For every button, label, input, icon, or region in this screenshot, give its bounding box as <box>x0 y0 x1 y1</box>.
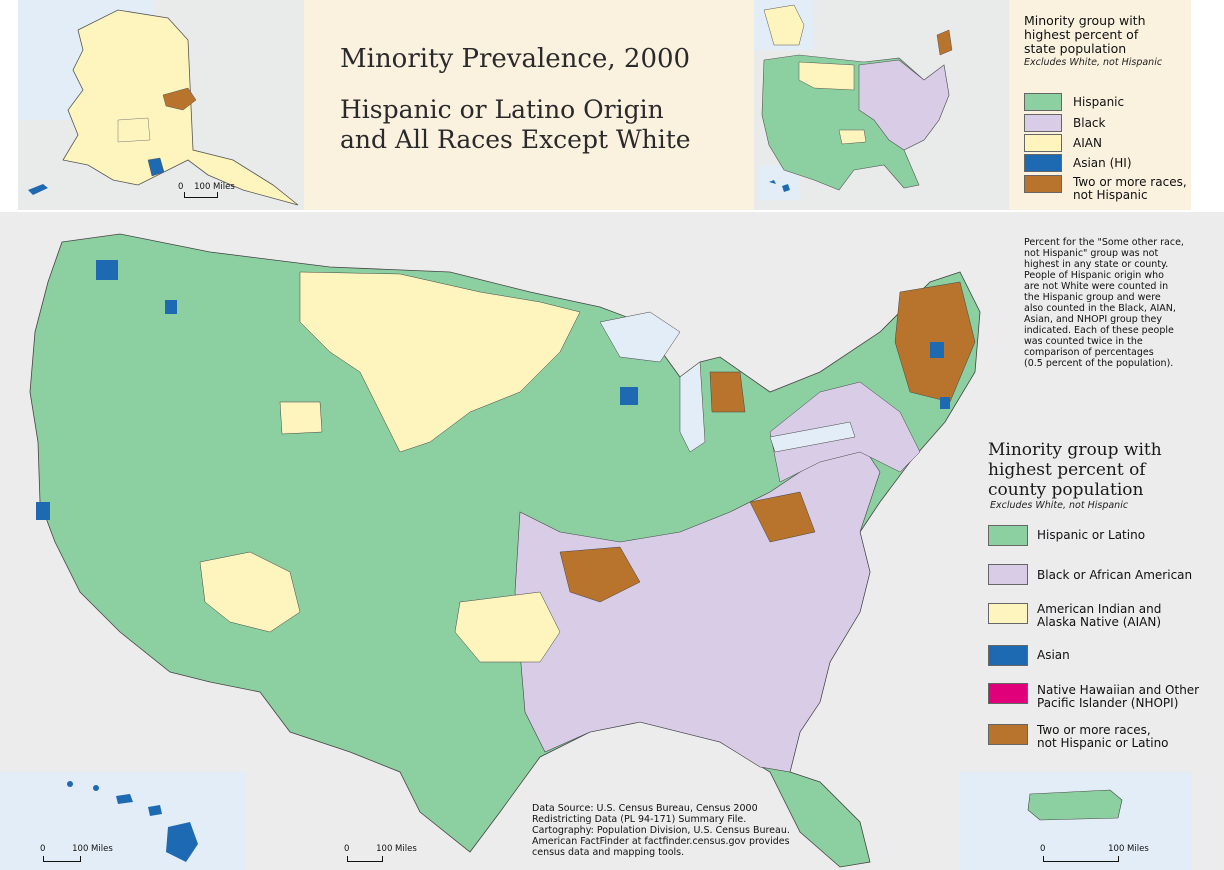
hawaii-inset: 0 100 Miles <box>18 772 246 870</box>
conus-map-panel <box>0 212 1224 870</box>
scale-label: 100 Miles <box>376 844 417 854</box>
methodology-note: Percent for the "Some other race, not Hi… <box>1024 237 1194 369</box>
scale-label: 100 Miles <box>1108 844 1149 854</box>
puerto-rico-map <box>1027 789 1123 821</box>
county-swatch-two-or-more <box>988 724 1028 745</box>
county-label-nhopi: Native Hawaiian and Other Pacific Island… <box>1037 684 1199 710</box>
county-legend-title-line-1: Minority group with <box>988 440 1162 460</box>
state-label-two-or-more-line-1: Two or more races, <box>1073 175 1187 189</box>
county-swatch-hispanic <box>988 525 1028 546</box>
state-map <box>754 0 953 200</box>
state-label-two-or-more-line-2: not Hispanic <box>1073 188 1148 202</box>
note-line: are not White were counted in <box>1024 281 1169 292</box>
note-line: was counted twice in the <box>1024 336 1143 347</box>
county-swatch-nhopi <box>988 683 1028 704</box>
county-legend-title: Minority group with highest percent of c… <box>988 440 1162 500</box>
state-overview-map <box>754 0 1009 210</box>
county-legend-title-line-3: county population <box>988 480 1144 500</box>
state-swatch-hispanic <box>1024 93 1062 111</box>
hawaii-map <box>67 781 198 862</box>
state-legend-title: Minority group with highest percent of s… <box>1024 14 1162 70</box>
puerto-rico-scale-bar: 0 100 Miles <box>1040 844 1149 862</box>
alaska-inset: 0 100 Miles <box>18 0 304 210</box>
county-label-hispanic: Hispanic or Latino <box>1037 528 1146 542</box>
note-line: Asian, and NHOPI group they <box>1024 314 1162 325</box>
state-label-hispanic: Hispanic <box>1073 95 1125 109</box>
source-line: Redistricting Data (PL 94-171) Summary F… <box>532 814 747 825</box>
map-subtitle: Hispanic or Latino Origin and All Races … <box>340 95 691 155</box>
note-line: (0.5 percent of the population). <box>1024 358 1174 369</box>
state-legend-title-line-1: Minority group with <box>1024 13 1146 28</box>
note-line: the Hispanic group and were <box>1024 292 1161 303</box>
scale-zero-label: 0 <box>40 844 46 854</box>
county-swatch-black <box>988 564 1028 585</box>
source-line: census data and mapping tools. <box>532 847 685 858</box>
county-label-two-or-more-line-2: not Hispanic or Latino <box>1037 736 1169 750</box>
note-line: comparison of percentages <box>1024 347 1154 358</box>
county-label-aian-line-1: American Indian and <box>1037 602 1162 616</box>
county-label-nhopi-line-1: Native Hawaiian and Other <box>1037 683 1200 697</box>
scale-label: 100 Miles <box>194 182 235 192</box>
county-legend-title-line-2: highest percent of <box>988 460 1146 480</box>
county-label-nhopi-line-2: Pacific Islander (NHOPI) <box>1037 696 1179 710</box>
source-line: Data Source: U.S. Census Bureau, Census … <box>532 803 758 814</box>
hawaii-scale-bar: 0 100 Miles <box>40 844 113 862</box>
state-legend-title-line-2: highest percent of <box>1024 27 1139 42</box>
state-swatch-asian <box>1024 154 1062 172</box>
note-line: indicated. Each of these people <box>1024 325 1174 336</box>
state-label-asian: Asian (HI) <box>1073 156 1132 170</box>
alaska-map <box>18 0 304 210</box>
state-legend-title-line-3: state population <box>1024 41 1127 56</box>
note-line: also counted in the Black, AIAN, <box>1024 303 1176 314</box>
source-line: Cartography: Population Division, U.S. C… <box>532 825 790 836</box>
note-line: highest in any state or county. <box>1024 259 1169 270</box>
county-label-asian: Asian <box>1037 648 1070 662</box>
data-source: Data Source: U.S. Census Bureau, Census … <box>532 803 790 858</box>
scale-zero-label: 0 <box>1040 844 1046 854</box>
state-swatch-black <box>1024 114 1062 132</box>
state-label-two-or-more: Two or more races, not Hispanic <box>1073 176 1187 202</box>
state-swatch-two-or-more <box>1024 175 1062 193</box>
state-label-black: Black <box>1073 116 1106 130</box>
county-label-two-or-more-line-1: Two or more races, <box>1037 723 1151 737</box>
county-legend-subtitle: Excludes White, not Hispanic <box>990 500 1129 511</box>
scale-zero-label: 0 <box>344 844 350 854</box>
source-line: American FactFinder at factfinder.census… <box>532 836 790 847</box>
state-legend-subtitle: Excludes White, not Hispanic <box>1024 57 1163 68</box>
map-title: Minority Prevalence, 2000 <box>340 44 691 74</box>
puerto-rico-inset: 0 100 Miles <box>960 772 1191 870</box>
county-label-aian-line-2: Alaska Native (AIAN) <box>1037 615 1162 629</box>
county-swatch-aian <box>988 603 1028 624</box>
conus-map <box>0 233 981 870</box>
county-label-aian: American Indian and Alaska Native (AIAN) <box>1037 603 1161 629</box>
county-label-black: Black or African American <box>1037 568 1193 582</box>
county-swatch-asian <box>988 645 1028 666</box>
subtitle-line-1: Hispanic or Latino Origin <box>340 95 664 124</box>
county-label-two-or-more: Two or more races, not Hispanic or Latin… <box>1037 724 1169 750</box>
note-line: People of Hispanic origin who <box>1024 270 1164 281</box>
scale-zero-label: 0 <box>178 182 184 192</box>
title-panel <box>304 0 754 210</box>
subtitle-line-2: and All Races Except White <box>340 125 691 154</box>
state-label-aian: AIAN <box>1073 136 1102 150</box>
alaska-scale-bar: 0 100 Miles <box>178 182 235 198</box>
scale-label: 100 Miles <box>72 844 113 854</box>
note-line: Percent for the "Some other race, <box>1024 237 1184 248</box>
note-line: not Hispanic" group was not <box>1024 248 1159 259</box>
conus-scale-bar: 0 100 Miles <box>344 844 417 862</box>
state-swatch-aian <box>1024 134 1062 152</box>
